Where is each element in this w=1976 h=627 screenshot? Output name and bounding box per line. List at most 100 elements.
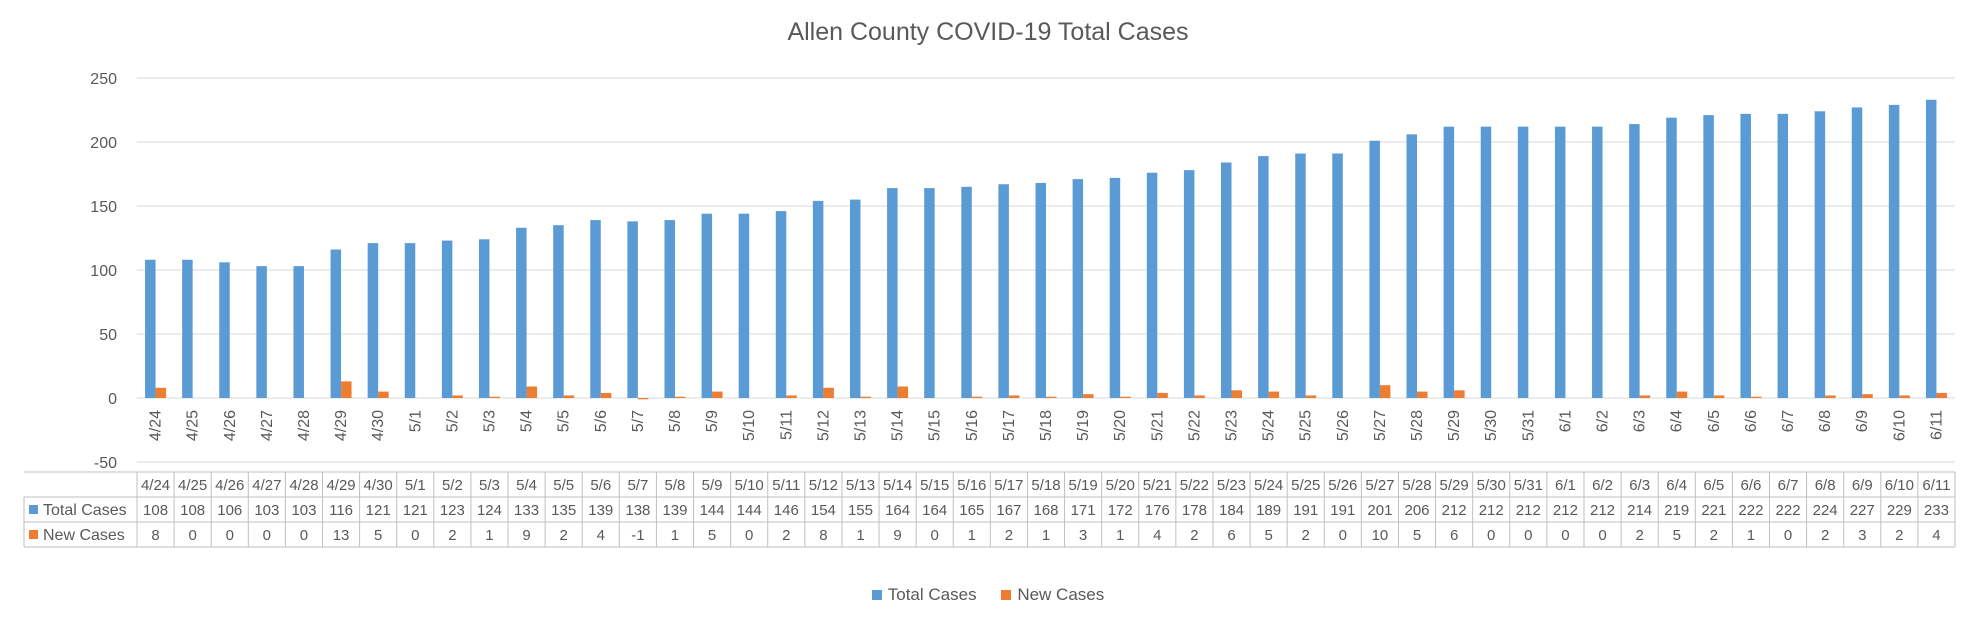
y-tick-label: 200 bbox=[90, 135, 117, 152]
bar-new-cases bbox=[1305, 395, 1317, 398]
legend-label-total-cases: Total Cases bbox=[887, 585, 977, 604]
table-cell-new-cases: -1 bbox=[631, 527, 644, 544]
bar-new-cases bbox=[1862, 394, 1873, 398]
bar-total-cases bbox=[998, 184, 1009, 398]
table-header-cell: 4/30 bbox=[364, 477, 393, 494]
table-cell-new-cases: 1 bbox=[671, 527, 679, 544]
table-header-cell: 5/1 bbox=[405, 477, 426, 494]
table-cell-total-cases: 108 bbox=[180, 502, 205, 519]
table-cell-new-cases: 9 bbox=[893, 527, 901, 544]
table-header-cell: 6/2 bbox=[1592, 477, 1613, 494]
table-header-cell: 5/24 bbox=[1254, 477, 1283, 494]
table-header-cell: 5/19 bbox=[1069, 477, 1098, 494]
table-header-cell: 5/17 bbox=[994, 477, 1023, 494]
x-tick-label: 5/25 bbox=[1298, 410, 1315, 441]
table-cell-total-cases: 167 bbox=[996, 502, 1021, 519]
table-header-cell: 5/25 bbox=[1291, 477, 1320, 494]
bar-new-cases bbox=[1268, 391, 1280, 398]
legend-item-total-cases: Total Cases bbox=[871, 585, 977, 605]
table-cell-total-cases: 108 bbox=[143, 502, 168, 519]
bar-total-cases bbox=[1369, 140, 1380, 398]
table-cell-total-cases: 121 bbox=[403, 502, 428, 519]
bar-new-cases bbox=[452, 395, 463, 398]
bar-total-cases bbox=[441, 240, 453, 398]
table-cell-total-cases: 222 bbox=[1776, 502, 1801, 519]
bar-new-cases bbox=[1676, 391, 1688, 398]
bar-total-cases bbox=[738, 213, 750, 398]
table-header-cell: 5/12 bbox=[809, 477, 838, 494]
bar-new-cases bbox=[489, 396, 500, 398]
table-cell-new-cases: 0 bbox=[188, 527, 196, 544]
table-cell-total-cases: 146 bbox=[774, 502, 799, 519]
table-header-cell: 4/27 bbox=[252, 477, 281, 494]
x-tick-label: 6/8 bbox=[1817, 410, 1834, 432]
bar-new-cases bbox=[378, 391, 389, 398]
table-cell-total-cases: 106 bbox=[217, 502, 242, 519]
table-cell-new-cases: 0 bbox=[1487, 527, 1495, 544]
table-cell-new-cases: 2 bbox=[1710, 527, 1718, 544]
y-tick-label: 250 bbox=[90, 71, 117, 88]
bar-new-cases bbox=[1825, 395, 1836, 398]
bar-new-cases bbox=[341, 381, 352, 398]
bar-total-cases bbox=[1258, 156, 1269, 398]
table-cell-total-cases: 164 bbox=[885, 502, 910, 519]
table-cell-new-cases: 1 bbox=[1042, 527, 1050, 544]
bar-new-cases bbox=[860, 396, 871, 398]
table-cell-new-cases: 5 bbox=[1673, 527, 1681, 544]
bar-new-cases bbox=[712, 391, 723, 398]
table-cell-total-cases: 212 bbox=[1442, 502, 1467, 519]
table-row-label-total-cases: Total Cases bbox=[43, 502, 127, 519]
x-tick-label: 4/28 bbox=[296, 410, 313, 441]
bar-total-cases bbox=[478, 239, 490, 398]
bar-total-cases bbox=[1406, 134, 1418, 398]
y-tick-label: 100 bbox=[90, 263, 117, 280]
table-header-cell: 4/28 bbox=[289, 477, 318, 494]
bar-total-cases bbox=[627, 221, 638, 398]
table-cell-new-cases: 0 bbox=[931, 527, 939, 544]
table-cell-total-cases: 139 bbox=[662, 502, 687, 519]
bar-total-cases bbox=[701, 213, 713, 398]
table-header-cell: 6/11 bbox=[1922, 477, 1950, 494]
table-cell-new-cases: 5 bbox=[1413, 527, 1421, 544]
bar-total-cases bbox=[1443, 126, 1455, 398]
table-cell-new-cases: 2 bbox=[1005, 527, 1013, 544]
bar-total-cases bbox=[1295, 153, 1306, 398]
bar-total-cases bbox=[1851, 107, 1863, 398]
table-header-cell: 6/9 bbox=[1852, 477, 1873, 494]
x-tick-label: 5/10 bbox=[741, 410, 758, 441]
x-tick-label: 5/28 bbox=[1409, 410, 1426, 441]
x-tick-label: 5/20 bbox=[1112, 410, 1129, 441]
table-header-cell: 5/26 bbox=[1328, 477, 1357, 494]
bar-total-cases bbox=[1072, 179, 1084, 398]
bar-new-cases bbox=[155, 387, 167, 398]
table-cell-total-cases: 176 bbox=[1145, 502, 1170, 519]
table-header-cell: 5/7 bbox=[627, 477, 648, 494]
bar-total-cases bbox=[849, 199, 861, 398]
y-tick-label: -50 bbox=[94, 455, 117, 472]
table-cell-total-cases: 103 bbox=[291, 502, 316, 519]
table-header-cell: 5/13 bbox=[846, 477, 875, 494]
table-header-cell: 4/26 bbox=[215, 477, 244, 494]
table-header-cell: 5/29 bbox=[1440, 477, 1469, 494]
bar-total-cases bbox=[293, 266, 304, 398]
x-tick-label: 5/16 bbox=[964, 410, 981, 441]
table-header-cell: 5/22 bbox=[1180, 477, 1209, 494]
x-tick-label: 4/24 bbox=[148, 410, 165, 441]
table-row-label-new-cases: New Cases bbox=[43, 527, 125, 544]
x-tick-label: 5/3 bbox=[481, 410, 498, 432]
table-cell-total-cases: 233 bbox=[1924, 502, 1949, 519]
table-cell-new-cases: 0 bbox=[1784, 527, 1792, 544]
bar-new-cases bbox=[563, 395, 575, 398]
bar-total-cases bbox=[330, 249, 342, 398]
table-cell-new-cases: 0 bbox=[1598, 527, 1606, 544]
table-cell-new-cases: 0 bbox=[1524, 527, 1532, 544]
table-cell-new-cases: 1 bbox=[485, 527, 493, 544]
table-cell-total-cases: 133 bbox=[514, 502, 539, 519]
table-cell-new-cases: 6 bbox=[1450, 527, 1458, 544]
table-cell-total-cases: 124 bbox=[477, 502, 502, 519]
table-cell-total-cases: 144 bbox=[737, 502, 762, 519]
bar-total-cases bbox=[590, 220, 601, 398]
bar-total-cases bbox=[1592, 126, 1603, 398]
bar-new-cases bbox=[674, 396, 686, 398]
